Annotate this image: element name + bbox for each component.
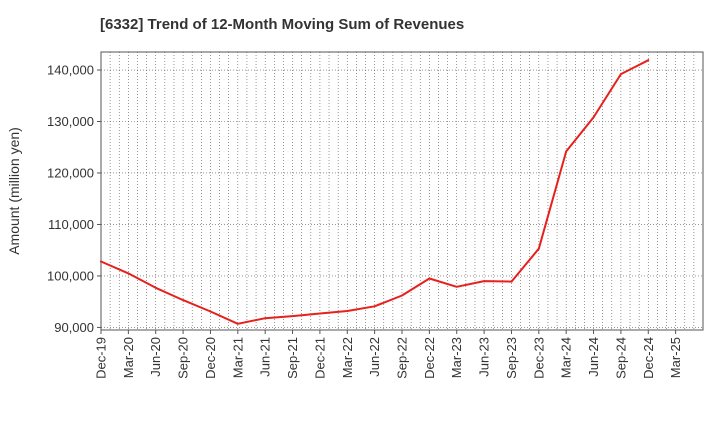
axis-layer: [97, 51, 704, 334]
data-point: [401, 294, 403, 297]
x-tick-label: Sep-23: [504, 337, 519, 379]
x-tick-label: Mar-25: [668, 337, 683, 378]
data-point: [127, 272, 130, 275]
y-tick-label: 90,000: [54, 320, 94, 335]
grid-layer: [101, 52, 703, 330]
y-axis-title: Amount (million yen): [6, 127, 22, 255]
data-point: [236, 322, 239, 325]
chart-title: [6332] Trend of 12-Month Moving Sum of R…: [100, 16, 465, 33]
data-point: [264, 317, 267, 320]
x-tick-label: Dec-24: [641, 337, 656, 379]
x-tick-label: Dec-21: [312, 337, 327, 379]
data-point: [510, 280, 513, 283]
y-tick-label: 120,000: [47, 165, 94, 180]
data-point: [565, 150, 568, 153]
data-point: [620, 73, 622, 76]
x-tick-label: Jun-23: [477, 337, 492, 377]
label-layer: 90,000 100,000 110,000 120,000 130,000 140,00…: [6, 63, 683, 379]
x-tick-label: Jun-20: [148, 337, 163, 377]
series-layer: [100, 59, 650, 325]
data-point: [592, 116, 595, 119]
x-tick-label: Jun-24: [586, 337, 601, 377]
data-point: [428, 277, 431, 280]
data-point: [291, 315, 294, 317]
x-tick-label: Dec-20: [203, 337, 218, 379]
x-tick-label: Jun-21: [258, 337, 273, 377]
x-tick-label: Mar-22: [340, 337, 355, 378]
data-point: [647, 59, 650, 62]
data-point: [209, 310, 212, 313]
x-tick-label: Sep-21: [285, 337, 300, 379]
x-tick-label: Dec-23: [531, 337, 546, 379]
data-point: [182, 299, 184, 302]
x-tick-label: Mar-20: [121, 337, 136, 378]
data-point: [319, 312, 321, 315]
x-tick-label: Jun-22: [367, 337, 382, 377]
x-tick-label: Mar-21: [230, 337, 245, 378]
data-point: [346, 310, 349, 312]
y-tick-label: 110,000: [48, 217, 94, 232]
data-point: [373, 305, 376, 308]
data-point: [455, 285, 458, 288]
x-tick-label: Sep-20: [176, 337, 191, 379]
x-tick-label: Dec-22: [422, 337, 437, 379]
y-tick-label: 140,000: [47, 63, 94, 78]
x-tick-label: Mar-23: [449, 337, 464, 378]
data-point: [537, 247, 540, 250]
y-tick-label: 100,000: [47, 268, 94, 283]
data-point: [100, 260, 102, 263]
y-tick-label: 130,000: [47, 114, 94, 129]
x-tick-label: Mar-24: [559, 337, 574, 378]
x-tick-label: Sep-22: [395, 337, 410, 379]
x-tick-label: Sep-24: [613, 337, 628, 379]
data-point: [483, 280, 485, 282]
x-tick-label: Dec-19: [94, 337, 109, 379]
data-point: [154, 286, 157, 289]
